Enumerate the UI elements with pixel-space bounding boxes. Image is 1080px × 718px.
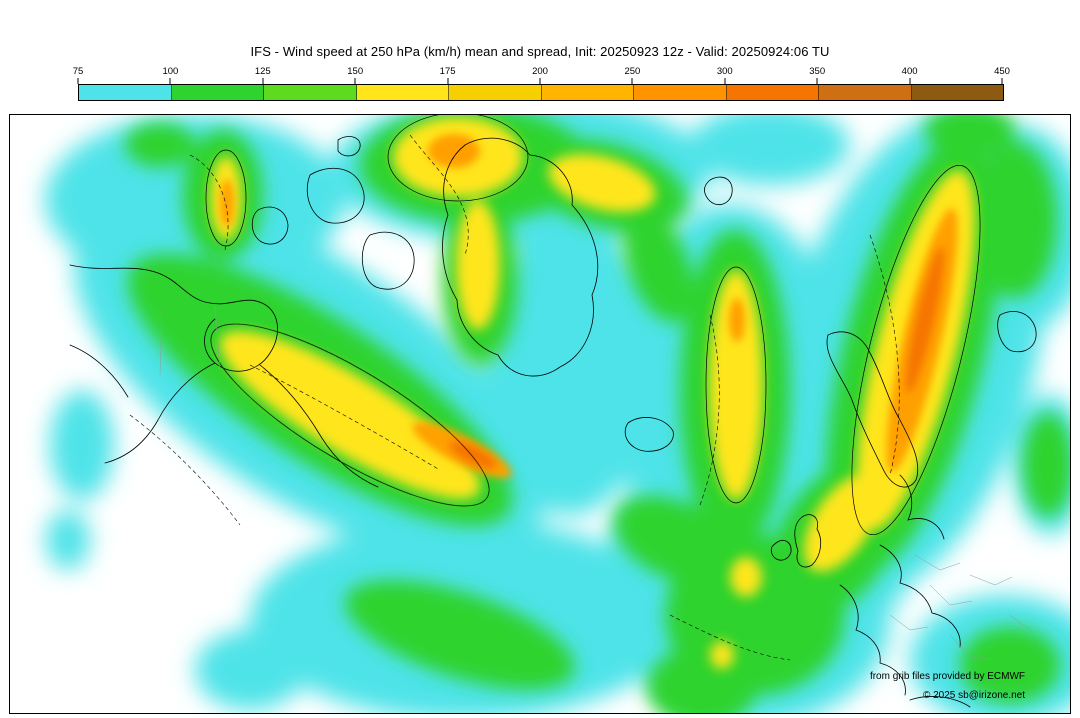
colorbar-tickmark: [631, 78, 633, 84]
colorbar-tick-label: 200: [532, 66, 548, 77]
colorbar-tickmark: [77, 78, 79, 84]
colorbar-tickmark: [169, 78, 171, 84]
colorbar-segment: [541, 85, 634, 100]
spread-contours: [129, 134, 900, 661]
attribution-source: from grib files provided by ECMWF: [869, 671, 1025, 682]
colorbar: [78, 84, 1004, 101]
colorbar-tick-label: 250: [624, 66, 641, 77]
country-borders: [159, 304, 1031, 661]
colorbar-tick-label: 125: [254, 66, 271, 77]
colorbar-tick-label: 100: [162, 66, 179, 77]
colorbar-segment: [911, 85, 1003, 100]
chart-title: IFS - Wind speed at 250 hPa (km/h) mean …: [250, 44, 830, 59]
colorbar-segment: [171, 85, 264, 100]
colorbar-tick-label: 350: [809, 66, 826, 77]
colorbar-segment: [79, 85, 172, 100]
colorbar-segment: [726, 85, 819, 100]
colorbar-segment: [819, 85, 912, 100]
colorbar-tick-label: 150: [347, 66, 364, 77]
attribution: from grib files provided by ECMWF © 2025…: [870, 667, 1025, 705]
wind-map: [45, 115, 1070, 713]
colorbar-tickmark: [724, 78, 726, 84]
colorbar-tickmark: [354, 78, 356, 84]
wind-fill-deep-orange: [449, 246, 945, 469]
colorbar-segment: [449, 85, 542, 100]
colorbar-tickmark: [909, 78, 911, 84]
colorbar-segment: [264, 85, 357, 100]
mean-wind-contours: [205, 115, 981, 536]
colorbar-tickmark: [447, 78, 449, 84]
colorbar-tick-label: 75: [72, 66, 84, 77]
colorbar-tick-label: 450: [994, 66, 1010, 77]
colorbar-tick-label: 400: [901, 66, 918, 77]
colorbar-segment: [634, 85, 727, 100]
colorbar-tick-label: 175: [439, 66, 456, 77]
colorbar-tickmark: [539, 78, 541, 84]
colorbar-tick-label: 300: [716, 66, 733, 77]
colorbar-tickmark: [1001, 78, 1003, 84]
colorbar-segment: [356, 85, 449, 100]
colorbar-scale: 75 100 125 150 175 200 250 300 350 400 450: [73, 66, 1010, 84]
attribution-copyright: © 2025 sb@irizone.net: [922, 690, 1025, 701]
colorbar-tickmark: [816, 78, 818, 84]
map-frame: from grib files provided by ECMWF © 2025…: [9, 114, 1071, 714]
coastlines: [69, 136, 1037, 708]
colorbar-tickmark: [262, 78, 264, 84]
